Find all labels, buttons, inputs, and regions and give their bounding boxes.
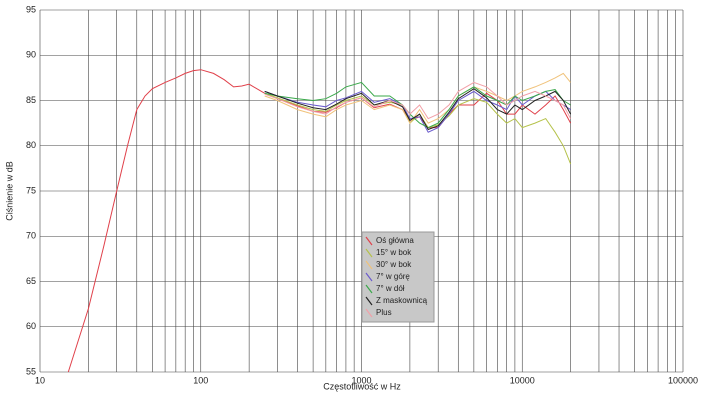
legend-box — [361, 231, 435, 323]
y-tick-label: 55 — [26, 366, 36, 376]
series-line — [264, 81, 572, 120]
legend-marker — [365, 296, 373, 306]
legend-marker — [365, 272, 373, 282]
series-line — [264, 90, 571, 133]
legend-marker — [365, 236, 373, 246]
y-tick-label: 95 — [26, 4, 36, 14]
series-line — [264, 88, 572, 131]
legend-label: Plus — [376, 308, 392, 317]
y-axis-label: Ciśnienie w dB — [4, 161, 14, 221]
x-tick-label: 100 — [193, 375, 208, 385]
legend-marker — [365, 248, 373, 258]
x-tick-label: 100000 — [668, 375, 698, 385]
x-tick-label: 10000 — [510, 375, 535, 385]
y-tick-label: 85 — [26, 95, 36, 105]
legend-label: 30° w bok — [376, 260, 412, 269]
legend: Oś główna 15° w bok 30° w bok 7° w górę 7° w… — [361, 231, 435, 323]
legend-marker — [365, 260, 373, 270]
y-tick-label: 90 — [26, 50, 36, 60]
y-tick-label: 80 — [26, 140, 36, 150]
series-line — [264, 81, 571, 129]
legend-label: Z maskownicą — [376, 296, 428, 305]
legend-label: 7° w górę — [376, 272, 410, 281]
y-tick-label: 65 — [26, 276, 36, 286]
legend-marker — [365, 308, 373, 318]
x-axis-label: Częstotliwość w Hz — [323, 381, 401, 391]
y-tick-label: 70 — [26, 231, 36, 241]
y-tick-label: 75 — [26, 185, 36, 195]
legend-marker — [365, 284, 373, 294]
legend-label: 15° w bok — [376, 248, 412, 257]
series-line — [264, 72, 571, 125]
x-tick-label: 1000 — [351, 375, 371, 385]
series-line — [264, 92, 572, 165]
x-tick-label: 10 — [35, 375, 45, 385]
y-tick-label: 60 — [26, 321, 36, 331]
legend-label: 7° w dół — [376, 284, 405, 293]
legend-label: Oś główna — [376, 236, 414, 245]
